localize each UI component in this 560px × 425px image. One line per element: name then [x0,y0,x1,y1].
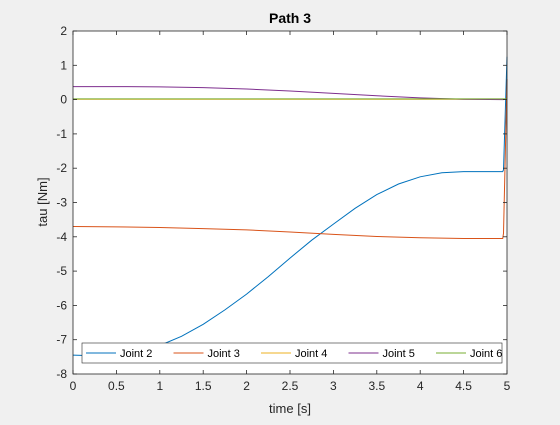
x-axis-label: time [s] [269,401,311,416]
y-tick-label: 0 [60,93,67,107]
x-tick-label: 4.5 [455,379,472,393]
x-tick-label: 0.5 [108,379,125,393]
legend-label: Joint 6 [470,348,502,360]
legend-label: Joint 3 [208,348,240,360]
legend-label: Joint 5 [383,348,415,360]
y-tick-label: -4 [56,230,67,244]
y-tick-label: 2 [60,24,67,38]
y-tick-label: -2 [56,161,67,175]
legend: Joint 2 Joint 3 Joint 4 Joint 5 Joint 6 [82,343,502,363]
x-tick-label: 3.5 [368,379,385,393]
chart-title: Path 3 [269,10,311,26]
x-tick-label: 5 [504,379,511,393]
x-tick-label: 2.5 [282,379,299,393]
x-tick-label: 4 [417,379,424,393]
y-tick-label: -7 [56,333,67,347]
y-tick-label: 1 [60,58,67,72]
legend-label: Joint 2 [120,348,152,360]
plot-area [73,31,507,374]
y-tick-label: -5 [56,264,67,278]
legend-label: Joint 4 [295,348,327,360]
x-tick-label: 1.5 [195,379,212,393]
x-tick-label: 3 [330,379,337,393]
y-tick-label: -1 [56,127,67,141]
x-tick-label: 0 [70,379,77,393]
x-tick-label: 2 [243,379,250,393]
y-axis-label: tau [Nm] [35,177,50,226]
y-tick-label: -3 [56,196,67,210]
y-tick-label: -8 [56,367,67,381]
x-tick-label: 1 [156,379,163,393]
y-tick-label: -6 [56,298,67,312]
